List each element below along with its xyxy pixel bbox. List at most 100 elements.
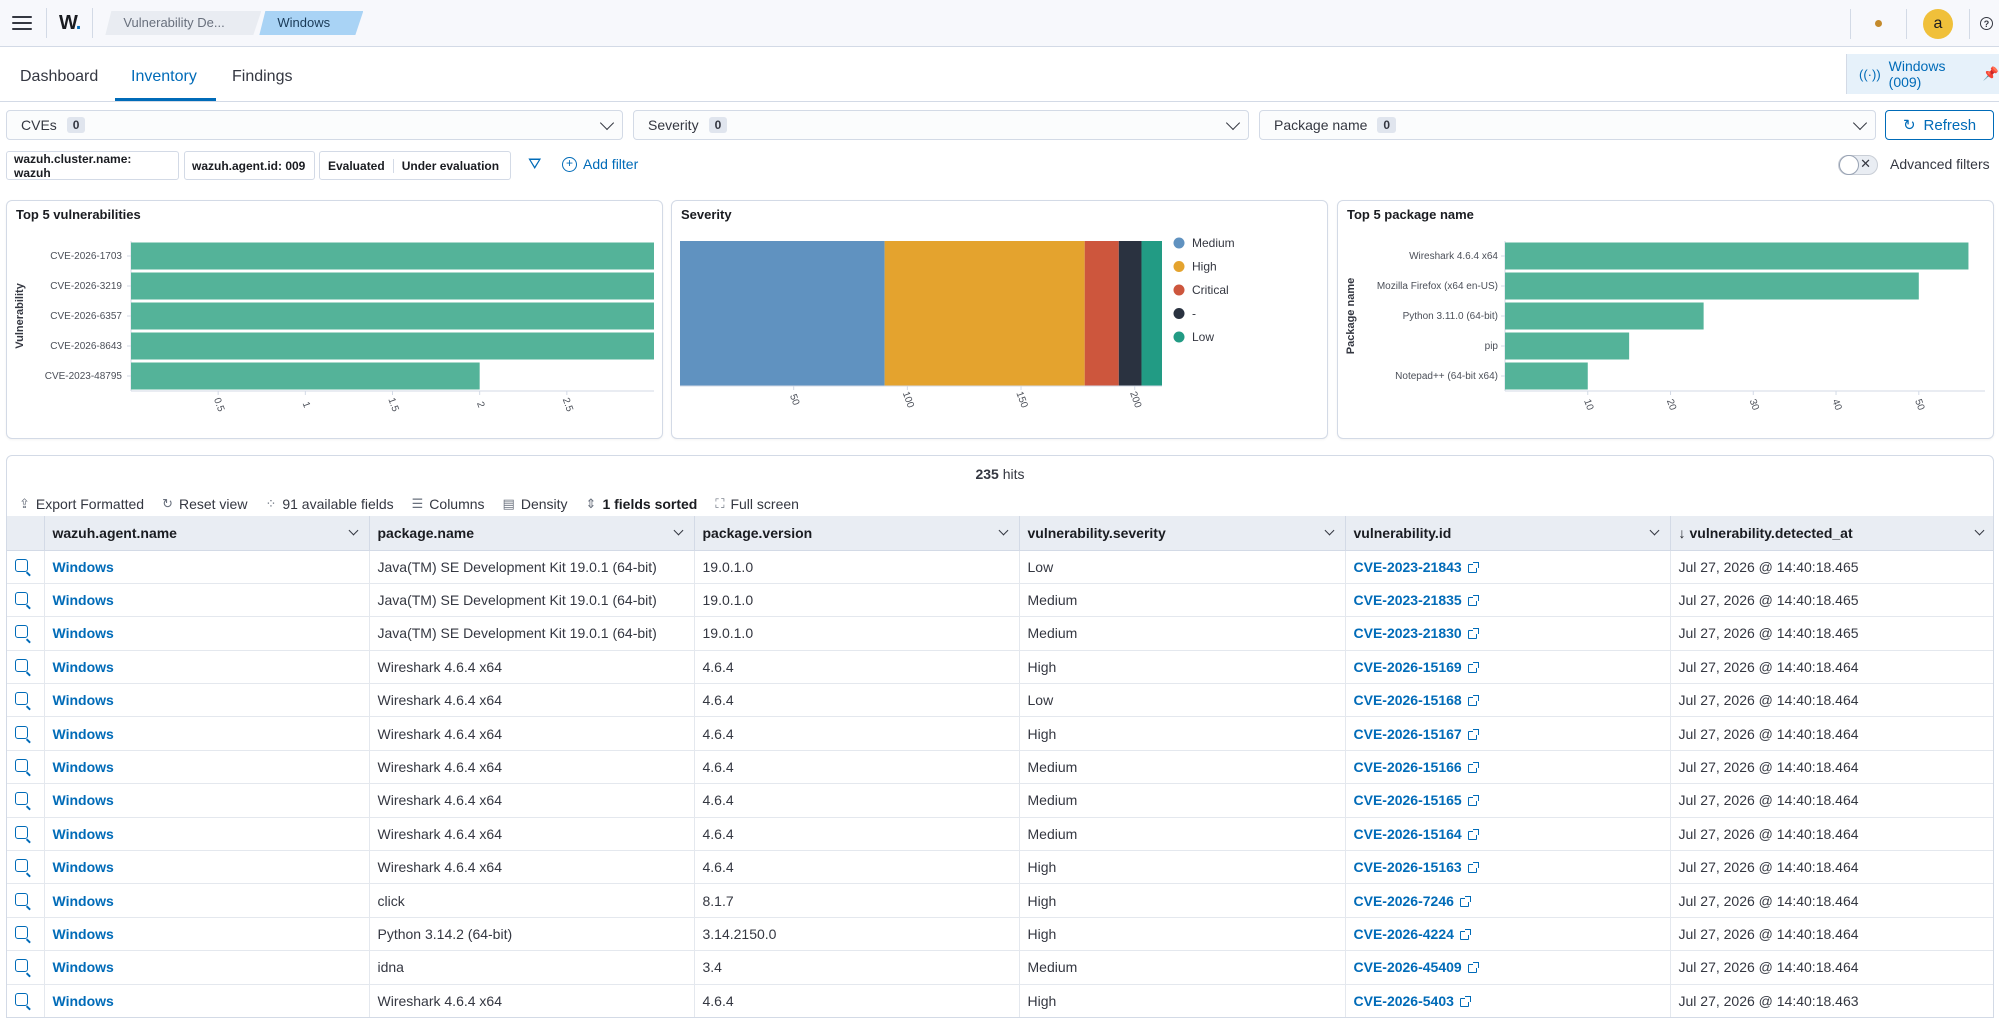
external-link-icon[interactable] — [1467, 628, 1479, 640]
package-filter-select[interactable]: Package name 0 — [1259, 110, 1876, 140]
tab-inventory[interactable]: Inventory — [131, 68, 197, 85]
agent-name-value[interactable]: Windows — [52, 925, 114, 942]
inspect-document-icon[interactable] — [15, 692, 28, 706]
agent-name-cell[interactable]: Windows — [44, 716, 370, 751]
agent-name-cell[interactable]: Windows — [44, 984, 370, 1017]
vulnerability-id-value[interactable]: CVE-2026-15163 — [1353, 859, 1462, 876]
external-link-icon[interactable] — [1467, 762, 1479, 774]
inspect-document-icon[interactable] — [15, 925, 28, 939]
available-fields-button[interactable]: ⁘ 91 available fields — [265, 496, 393, 512]
inspect-document-icon[interactable] — [15, 825, 28, 839]
wazuh-logo[interactable]: W. — [59, 11, 81, 34]
vulnerability-id-value[interactable]: CVE-2026-15166 — [1353, 759, 1462, 776]
vulnerability-id-value[interactable]: CVE-2023-21843 — [1353, 558, 1462, 575]
external-link-icon[interactable] — [1467, 661, 1479, 673]
inspect-cell[interactable] — [7, 817, 45, 852]
severity-filter-select[interactable]: Severity 0 — [633, 110, 1249, 140]
inspect-document-icon[interactable] — [15, 792, 28, 806]
vulnerability-id-cell[interactable]: CVE-2026-15166 — [1345, 750, 1671, 785]
inspect-cell[interactable] — [7, 883, 45, 918]
inspect-cell[interactable] — [7, 650, 45, 685]
inspect-document-icon[interactable] — [15, 592, 28, 606]
agent-name-value[interactable]: Windows — [52, 825, 114, 842]
filter-pill-cluster[interactable]: wazuh.cluster.name: wazuh — [6, 151, 179, 180]
vulnerability-id-value[interactable]: CVE-2023-21835 — [1353, 592, 1462, 609]
agent-name-value[interactable]: Windows — [52, 992, 114, 1009]
vulnerability-id-cell[interactable]: CVE-2023-21843 — [1345, 550, 1671, 584]
vulnerability-id-value[interactable]: CVE-2026-15169 — [1353, 658, 1462, 675]
agent-name-cell[interactable]: Windows — [44, 817, 370, 852]
inspect-cell[interactable] — [7, 750, 45, 785]
column-header-detected-at[interactable]: ↓ vulnerability.detected_at — [1670, 516, 1993, 551]
breadcrumb-windows[interactable]: Windows — [259, 11, 363, 35]
agent-selector[interactable]: ((·)) Windows (009) 📌 — [1846, 54, 1999, 94]
inspect-document-icon[interactable] — [15, 992, 28, 1006]
vulnerability-id-cell[interactable]: CVE-2026-15163 — [1345, 850, 1671, 885]
agent-name-cell[interactable]: Windows — [44, 917, 370, 952]
menu-icon[interactable] — [12, 16, 32, 30]
column-header-severity[interactable]: vulnerability.severity — [1019, 516, 1346, 551]
vulnerability-id-value[interactable]: CVE-2026-45409 — [1353, 959, 1462, 976]
agent-name-cell[interactable]: Windows — [44, 550, 370, 584]
external-link-icon[interactable] — [1467, 695, 1479, 707]
inspect-cell[interactable] — [7, 683, 45, 718]
column-header-vulnerability-id[interactable]: vulnerability.id — [1345, 516, 1671, 551]
filter-pill-status[interactable]: Evaluated Under evaluation — [319, 151, 511, 180]
agent-name-value[interactable]: Windows — [52, 658, 114, 675]
agent-name-cell[interactable]: Windows — [44, 616, 370, 651]
vulnerability-id-value[interactable]: CVE-2026-15168 — [1353, 692, 1462, 709]
notification-dot-icon[interactable] — [1875, 20, 1882, 27]
inspect-cell[interactable] — [7, 850, 45, 885]
tab-dashboard[interactable]: Dashboard — [20, 68, 99, 85]
vulnerability-id-cell[interactable]: CVE-2026-15165 — [1345, 783, 1671, 818]
inspect-cell[interactable] — [7, 550, 45, 584]
external-link-icon[interactable] — [1467, 828, 1479, 840]
agent-name-value[interactable]: Windows — [52, 725, 114, 742]
vulnerability-id-cell[interactable]: CVE-2026-45409 — [1345, 950, 1671, 985]
pin-icon[interactable]: 📌 — [1982, 66, 1999, 81]
inspect-document-icon[interactable] — [15, 558, 28, 572]
agent-name-cell[interactable]: Windows — [44, 783, 370, 818]
external-link-icon[interactable] — [1467, 595, 1479, 607]
vulnerability-id-cell[interactable]: CVE-2026-7246 — [1345, 883, 1671, 918]
sort-descending-icon[interactable]: ↓ — [1678, 524, 1686, 541]
status-under-evaluation[interactable]: Under evaluation — [392, 158, 507, 173]
vulnerability-id-cell[interactable]: CVE-2026-15168 — [1345, 683, 1671, 718]
inspect-document-icon[interactable] — [15, 759, 28, 773]
agent-name-cell[interactable]: Windows — [44, 650, 370, 685]
sort-fields-button[interactable]: ⇕ 1 fields sorted — [586, 496, 698, 512]
agent-name-value[interactable]: Windows — [52, 558, 114, 575]
external-link-icon[interactable] — [1467, 862, 1479, 874]
vulnerability-id-value[interactable]: CVE-2026-15167 — [1353, 725, 1462, 742]
inspect-document-icon[interactable] — [15, 892, 28, 906]
tab-findings[interactable]: Findings — [232, 68, 293, 85]
vulnerability-id-cell[interactable]: CVE-2023-21835 — [1345, 583, 1671, 618]
filter-pill-agent-id[interactable]: wazuh.agent.id: 009 — [184, 151, 315, 180]
external-link-icon[interactable] — [1459, 928, 1471, 940]
external-link-icon[interactable] — [1467, 728, 1479, 740]
vulnerability-id-value[interactable]: CVE-2026-15164 — [1353, 825, 1462, 842]
vulnerability-id-value[interactable]: CVE-2023-21830 — [1353, 625, 1462, 642]
external-link-icon[interactable] — [1467, 795, 1479, 807]
agent-name-cell[interactable]: Windows — [44, 950, 370, 985]
vulnerability-id-value[interactable]: CVE-2026-5403 — [1353, 992, 1454, 1009]
chevron-down-icon[interactable] — [348, 525, 358, 536]
vulnerability-id-value[interactable]: CVE-2026-15165 — [1353, 792, 1462, 809]
inspect-cell[interactable] — [7, 917, 45, 952]
add-filter-button[interactable]: + Add filter — [562, 156, 638, 172]
vulnerability-id-cell[interactable]: CVE-2026-4224 — [1345, 917, 1671, 952]
agent-name-cell[interactable]: Windows — [44, 883, 370, 918]
filter-icon[interactable]: ⛛ — [528, 156, 542, 173]
agent-name-cell[interactable]: Windows — [44, 583, 370, 618]
inspect-document-icon[interactable] — [15, 859, 28, 873]
full-screen-button[interactable]: ⛶ Full screen — [715, 496, 799, 512]
inspect-cell[interactable] — [7, 984, 45, 1017]
inspect-document-icon[interactable] — [15, 625, 28, 639]
refresh-button[interactable]: ↻ Refresh — [1885, 110, 1994, 140]
inspect-cell[interactable] — [7, 716, 45, 751]
user-avatar[interactable]: a — [1923, 8, 1953, 39]
vulnerability-id-cell[interactable]: CVE-2026-15164 — [1345, 817, 1671, 852]
chevron-down-icon[interactable] — [998, 525, 1008, 536]
agent-name-value[interactable]: Windows — [52, 625, 114, 642]
external-link-icon[interactable] — [1459, 995, 1471, 1007]
